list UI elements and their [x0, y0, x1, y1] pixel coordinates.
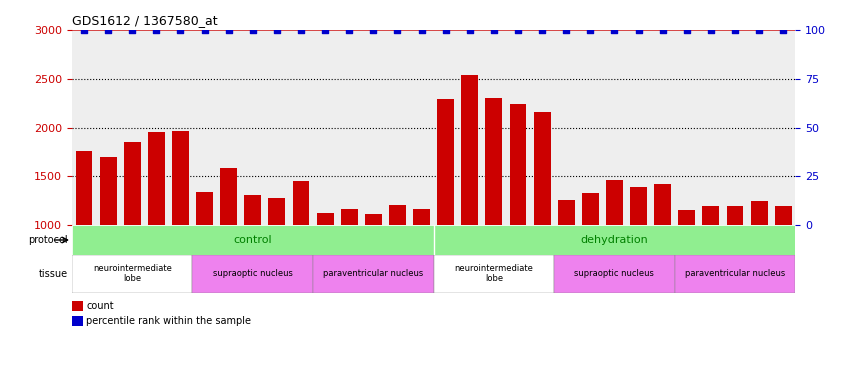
Text: dehydration: dehydration — [580, 235, 648, 245]
Bar — [100, 157, 117, 225]
Point — [198, 27, 212, 33]
Text: control: control — [233, 235, 272, 245]
Bar — [654, 184, 671, 225]
Bar — [244, 195, 261, 225]
Bar — [413, 209, 430, 225]
Point — [777, 27, 790, 33]
Point — [125, 27, 139, 33]
Bar — [750, 201, 767, 225]
Text: count: count — [86, 301, 114, 311]
Bar — [727, 206, 744, 225]
Text: paraventricular nucleus: paraventricular nucleus — [685, 269, 785, 278]
Point — [632, 27, 645, 33]
Bar — [124, 142, 140, 225]
Point — [559, 27, 573, 33]
Text: supraoptic nucleus: supraoptic nucleus — [574, 269, 654, 278]
Text: GDS1612 / 1367580_at: GDS1612 / 1367580_at — [72, 15, 217, 27]
Bar — [341, 209, 358, 225]
Bar — [75, 152, 92, 225]
Bar — [220, 168, 237, 225]
Bar — [268, 198, 285, 225]
Point — [102, 27, 115, 33]
Text: tissue: tissue — [39, 269, 68, 279]
FancyBboxPatch shape — [192, 255, 313, 292]
Point — [270, 27, 283, 33]
FancyBboxPatch shape — [433, 255, 554, 292]
Bar — [606, 180, 623, 225]
Bar — [775, 206, 792, 225]
Bar — [558, 200, 574, 225]
Bar — [702, 206, 719, 225]
Point — [439, 27, 453, 33]
Bar — [389, 205, 406, 225]
Point — [584, 27, 597, 33]
Text: neurointermediate
lobe: neurointermediate lobe — [93, 264, 172, 284]
Point — [173, 27, 187, 33]
Bar — [461, 75, 478, 225]
Bar — [72, 316, 83, 326]
Point — [391, 27, 404, 33]
Point — [487, 27, 501, 33]
Bar — [316, 213, 333, 225]
FancyBboxPatch shape — [674, 255, 795, 292]
Text: paraventricular nucleus: paraventricular nucleus — [323, 269, 423, 278]
Bar — [437, 99, 454, 225]
Point — [511, 27, 525, 33]
Point — [704, 27, 717, 33]
Bar — [365, 214, 382, 225]
Point — [463, 27, 476, 33]
Text: supraoptic nucleus: supraoptic nucleus — [213, 269, 293, 278]
Bar — [196, 192, 213, 225]
Point — [728, 27, 742, 33]
Text: neurointermediate
lobe: neurointermediate lobe — [454, 264, 533, 284]
Bar — [293, 181, 310, 225]
Point — [318, 27, 332, 33]
FancyBboxPatch shape — [433, 225, 795, 255]
Bar — [678, 210, 695, 225]
Point — [294, 27, 308, 33]
Bar — [509, 104, 526, 225]
Point — [343, 27, 356, 33]
Bar — [72, 301, 83, 311]
Point — [222, 27, 235, 33]
Point — [77, 27, 91, 33]
Point — [536, 27, 549, 33]
Point — [246, 27, 260, 33]
Text: percentile rank within the sample: percentile rank within the sample — [86, 316, 251, 326]
FancyBboxPatch shape — [72, 225, 433, 255]
Point — [366, 27, 380, 33]
Point — [607, 27, 621, 33]
FancyBboxPatch shape — [554, 255, 674, 292]
Point — [656, 27, 669, 33]
FancyBboxPatch shape — [72, 255, 192, 292]
FancyBboxPatch shape — [313, 255, 433, 292]
Point — [150, 27, 163, 33]
Point — [415, 27, 428, 33]
Bar — [582, 193, 599, 225]
Point — [752, 27, 766, 33]
Bar — [534, 112, 551, 225]
Bar — [630, 188, 647, 225]
Bar — [148, 132, 165, 225]
Point — [680, 27, 694, 33]
Bar — [172, 131, 189, 225]
Bar — [486, 98, 503, 225]
Text: protocol: protocol — [28, 235, 68, 245]
